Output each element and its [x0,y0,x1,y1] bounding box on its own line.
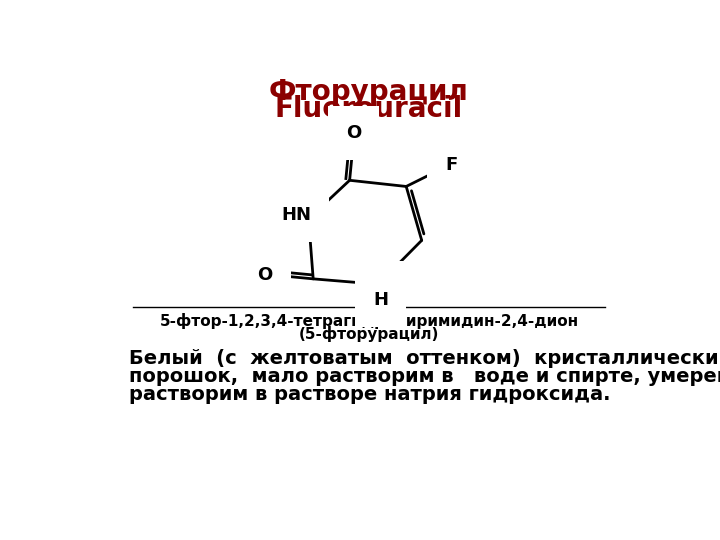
Text: Fluorouracil: Fluorouracil [275,96,463,124]
Text: F: F [445,156,457,174]
Text: растворим в растворе натрия гидроксида.: растворим в растворе натрия гидроксида. [129,385,611,404]
Text: O: O [258,266,273,284]
Text: порошок,  мало растворим в   воде и спирте, умеренно: порошок, мало растворим в воде и спирте,… [129,367,720,386]
Text: H: H [373,291,388,309]
Text: N: N [373,279,388,297]
Text: 5-фтор-1,2,3,4-тетрагидропиримидин-2,4-дион: 5-фтор-1,2,3,4-тетрагидропиримидин-2,4-д… [159,313,579,329]
Text: Белый  (с  желтоватым  оттенком)  кристаллический: Белый (с желтоватым оттенком) кристаллич… [129,349,720,368]
Text: O: O [346,124,361,141]
Text: HN: HN [281,206,311,224]
Text: (5-фторурацил): (5-фторурацил) [299,326,439,342]
Text: Фторурацил: Фторурацил [269,78,469,106]
